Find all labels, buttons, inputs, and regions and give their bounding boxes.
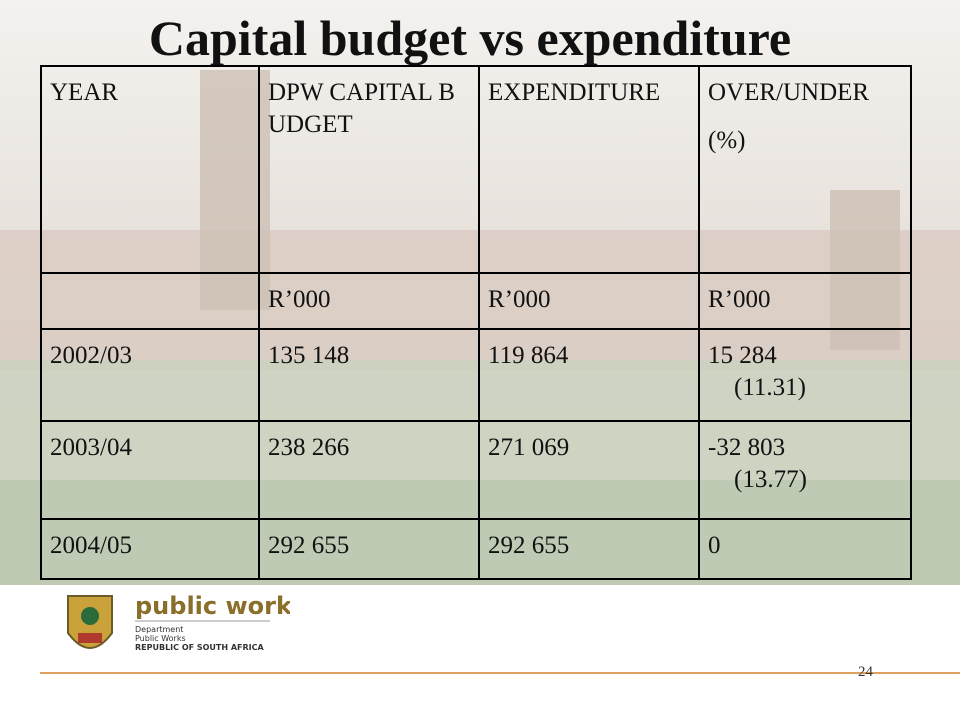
table-cell: 292 655: [258, 518, 480, 580]
footer-rule: [40, 672, 960, 674]
cell-text: 271 069: [488, 434, 570, 461]
table-cell: [40, 272, 260, 330]
cell-text: 15 284: [708, 342, 777, 369]
cell-text: R’000: [268, 286, 331, 313]
cell-text: (11.31): [734, 374, 806, 401]
cell-text: 135 148: [268, 342, 350, 369]
cell-text: 2004/05: [50, 532, 132, 559]
table-row: 2004/05 292 655 292 655 0: [40, 518, 912, 580]
table-row: YEAR DPW CAPITAL BUDGET EXPENDITURE OVER/UN…: [40, 65, 912, 274]
table-cell: R’000: [478, 272, 700, 330]
table-cell: EXPENDITURE: [478, 65, 700, 274]
table-cell: YEAR: [40, 65, 260, 274]
cell-text: 2002/03: [50, 342, 132, 369]
slide-title: Capital budget vs expenditure: [148, 10, 792, 66]
table-cell: 2004/05: [40, 518, 260, 580]
table-cell: 292 655: [478, 518, 700, 580]
logo-name: public works: [135, 592, 290, 620]
table-cell: 2003/04: [40, 420, 260, 520]
cell-text: YEAR: [50, 79, 119, 106]
logo-line: REPUBLIC OF SOUTH AFRICA: [135, 643, 265, 652]
cell-text: DPW CAPITAL BUDGET: [268, 79, 455, 138]
cell-text: R’000: [488, 286, 551, 313]
cell-text: 119 864: [488, 342, 569, 369]
table-cell: OVER/UNDER (%): [698, 65, 912, 274]
budget-table: YEAR DPW CAPITAL BUDGET EXPENDITURE OVER/UN…: [40, 65, 912, 580]
cell-text: 292 655: [268, 532, 350, 559]
table-cell: DPW CAPITAL BUDGET: [258, 65, 480, 274]
cell-text: R’000: [708, 286, 771, 313]
table-cell: 135 148: [258, 328, 480, 422]
logo: public works Department Public Works REP…: [67, 592, 290, 652]
cell-text: EXPENDITURE: [488, 79, 661, 106]
table-row: 2003/04 238 266 271 069 -32 803 (13.77): [40, 420, 912, 520]
cell-text: -32 803: [708, 434, 786, 461]
table-cell: R’000: [258, 272, 480, 330]
cell-text: OVER/UNDER: [708, 79, 870, 106]
table-cell: -32 803 (13.77): [698, 420, 912, 520]
cell-text: (13.77): [734, 466, 807, 493]
logo-line: Department: [135, 625, 183, 634]
cell-text: (%): [708, 127, 746, 154]
table-cell: 271 069: [478, 420, 700, 520]
cell-text: 0: [708, 532, 721, 559]
table-row: R’000 R’000 R’000: [40, 272, 912, 330]
table-row: 2002/03 135 148 119 864 15 284 (11.31): [40, 328, 912, 422]
table-cell: 2002/03: [40, 328, 260, 422]
table-cell: 15 284 (11.31): [698, 328, 912, 422]
page-number: 24: [858, 664, 873, 680]
cell-text: 292 655: [488, 532, 570, 559]
cell-text: 238 266: [268, 434, 350, 461]
table-cell: 0: [698, 518, 912, 580]
table-cell: 119 864: [478, 328, 700, 422]
logo-line: Public Works: [135, 634, 186, 643]
table-cell: 238 266: [258, 420, 480, 520]
cell-text: 2003/04: [50, 434, 132, 461]
table-cell: R’000: [698, 272, 912, 330]
